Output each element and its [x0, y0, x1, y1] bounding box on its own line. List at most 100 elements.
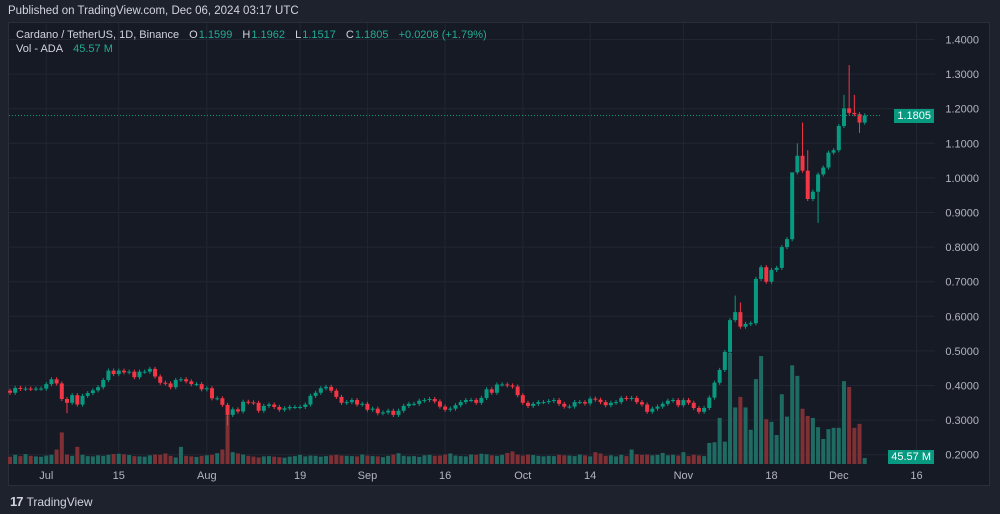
candle-body: [292, 406, 297, 408]
candle-body: [531, 403, 536, 406]
candle-body: [588, 398, 593, 404]
volume-bar: [153, 454, 158, 464]
candle: [246, 399, 251, 405]
candle-body: [308, 395, 313, 405]
volume-bar: [210, 454, 215, 464]
candle: [173, 377, 178, 390]
volume-bar: [54, 449, 59, 464]
candle-body: [220, 398, 225, 405]
candle-body: [396, 410, 401, 415]
candle-body: [339, 396, 344, 403]
candle-body: [23, 388, 28, 390]
candle: [49, 377, 54, 387]
candle-body: [619, 397, 624, 403]
candle-body: [748, 323, 753, 325]
candle-body: [769, 269, 774, 282]
volume-bar: [386, 455, 391, 464]
candle: [458, 400, 463, 408]
volume-bar: [33, 456, 38, 464]
grid-lines: [9, 23, 935, 464]
candle: [826, 150, 831, 170]
candle: [764, 265, 769, 284]
candle-body: [795, 155, 800, 173]
candle: [655, 404, 660, 411]
candle: [546, 398, 551, 405]
candle: [64, 396, 69, 414]
candle: [650, 406, 655, 414]
candle-body: [696, 407, 701, 412]
candle: [494, 382, 499, 395]
volume-bar: [515, 454, 520, 464]
candle: [645, 402, 650, 414]
high-value: 1.1962: [251, 29, 286, 41]
candle-body: [536, 402, 541, 404]
candle-body: [707, 397, 712, 408]
candle-body: [313, 392, 318, 396]
candle-body: [841, 108, 846, 126]
candle-body: [510, 385, 515, 387]
volume-bar: [624, 456, 629, 464]
candle: [603, 400, 608, 408]
open-value: 1.1599: [198, 29, 233, 41]
candle: [681, 397, 686, 408]
volume-bar: [401, 455, 406, 464]
volume-bar: [80, 454, 85, 464]
candle-body: [639, 402, 644, 405]
candle-body: [401, 405, 406, 411]
volume-bar: [292, 456, 297, 464]
volume-bar: [116, 453, 121, 464]
volume-bar: [546, 455, 551, 464]
volume-bar: [370, 456, 375, 464]
volume-bar: [603, 455, 608, 464]
candle-body: [261, 405, 266, 411]
volume-bar: [841, 381, 846, 464]
candle-body: [13, 387, 18, 393]
candle-body: [282, 408, 287, 410]
candle-body: [722, 351, 727, 370]
candle-body: [75, 395, 80, 405]
candle-body: [277, 406, 282, 410]
candle-body: [168, 383, 173, 388]
candle-body: [329, 386, 334, 391]
tradingview-logo[interactable]: 17 TradingView: [10, 494, 93, 509]
candle: [728, 318, 733, 355]
candle-body: [272, 404, 277, 407]
candle-body: [246, 401, 251, 403]
candle: [137, 369, 142, 380]
candle-body: [44, 384, 49, 389]
y-tick-label: 0.3000: [945, 415, 979, 427]
candle: [779, 245, 784, 270]
symbol-title[interactable]: Cardano / TetherUS, 1D, Binance: [16, 29, 180, 41]
candle-body: [562, 403, 567, 407]
candle-body: [158, 376, 163, 383]
x-tick-label: Sep: [358, 470, 378, 482]
candle: [505, 382, 510, 388]
volume-bar: [349, 456, 354, 464]
candle-body: [500, 384, 505, 386]
y-tick-label: 0.8000: [945, 242, 979, 254]
volume-bar: [355, 456, 360, 464]
candle-body: [826, 152, 831, 168]
candle-body: [70, 395, 75, 403]
volume-bar: [256, 457, 261, 464]
candle-body: [676, 400, 681, 406]
candle: [665, 398, 670, 406]
candle: [349, 397, 354, 405]
volume-bar: [562, 455, 567, 464]
chart-pane[interactable]: [8, 22, 990, 486]
candle-body: [230, 409, 235, 415]
volume-bar: [96, 455, 101, 464]
candle-body: [235, 409, 240, 412]
volume-bar: [308, 455, 313, 464]
candle-body: [334, 390, 339, 397]
candle: [722, 349, 727, 373]
candle-body: [717, 369, 722, 383]
volume-bar: [484, 454, 489, 464]
volume-bar: [639, 454, 644, 464]
volume-bar: [453, 455, 458, 464]
volume-bar: [432, 455, 437, 464]
candle: [329, 384, 334, 393]
volume-title[interactable]: Vol - ADA: [16, 43, 64, 55]
volume-bar: [707, 442, 712, 464]
